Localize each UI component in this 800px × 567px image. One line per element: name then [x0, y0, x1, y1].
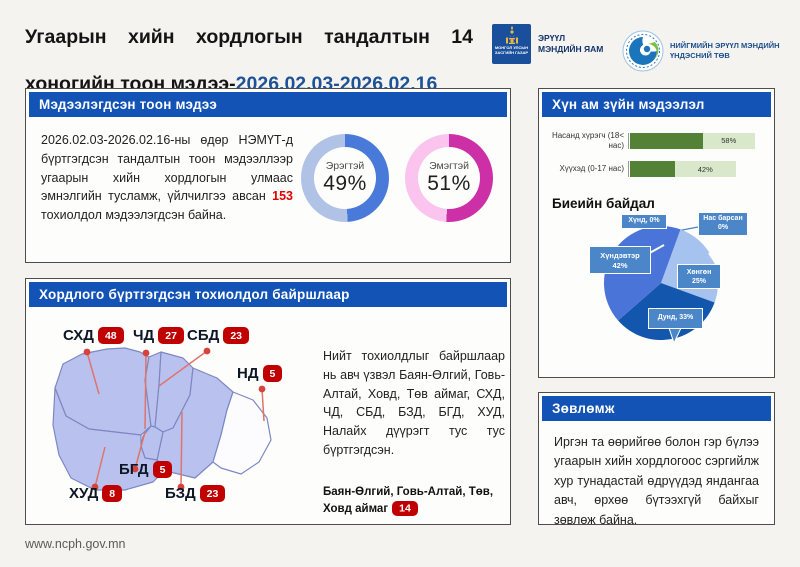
bar-value-child: 42% — [697, 164, 713, 174]
soyombo-icon — [505, 26, 518, 44]
district-map-svg — [52, 347, 272, 491]
gender-donut-charts: Эрэгтэй 49% Эмэгтэй 51% — [301, 133, 493, 222]
district-count-badge: 23 — [223, 327, 249, 345]
panel-locations-header: Хордлого бүртгэгдсэн тохиолдол байршлаар — [29, 282, 507, 307]
reported-summary-text: 2026.02.03-2026.02.16-ны өдөр НЭМҮТ-д бү… — [41, 133, 293, 222]
district-label-bzd: БЗД 23 — [165, 485, 226, 503]
panel-reported-data: Мэдээлэгдсэн тоон мэдээ 2026.02.03-2026.… — [25, 88, 511, 263]
locations-note: Нийт тохиолдлыг байршлаар нь авч үзвэл Б… — [323, 349, 505, 457]
district-label-skhd: СХД 48 — [63, 327, 124, 345]
map-marker-dots — [83, 347, 266, 491]
panel-locations: Хордлого бүртгэгдсэн тохиолдол байршлаар — [25, 278, 511, 525]
district-shape-nd — [212, 391, 272, 475]
bar-row-child: Хүүхэд (0-17 нас) 42% — [544, 161, 765, 178]
donut-chart-male: Эрэгтэй 49% — [301, 133, 389, 222]
total-case-count: 153 — [272, 189, 293, 204]
district-count-badge: 5 — [262, 365, 283, 383]
district-label-chd: ЧД 27 — [133, 327, 184, 345]
ncph-logo-icon — [622, 30, 664, 72]
page-title: Угаарын хийн хордлогын тандалтын 14 хоно… — [25, 26, 473, 96]
district-label-khud: ХУД 8 — [69, 485, 123, 503]
bar-label-adult: Насанд хүрэгч (18< нас) — [551, 131, 624, 150]
ulaanbaatar-district-map: СХД 48 ЧД 27 СБД 23 НД 5 БГД 5 ХУД 8 БЗД 23 — [37, 311, 311, 519]
pie-callout-severe: Хүнд, 0% — [621, 214, 667, 229]
donut-male-value: 49% — [323, 171, 367, 195]
condition-chart-title: Биеийн байдал — [552, 196, 655, 212]
aimag-note: Баян-Өлгий, Говь-Алтай, Төв, Ховд аймаг 1… — [323, 485, 494, 517]
pie-callout-mild: Хөнгөн 25% — [677, 264, 721, 290]
district-count-badge: 5 — [152, 461, 173, 479]
district-label-nd: НД 5 — [237, 365, 283, 383]
donut-male-label: Эрэгтэй — [325, 159, 365, 172]
donut-chart-female: Эмэгтэй 51% — [405, 133, 493, 222]
district-count-badge: 23 — [199, 485, 226, 503]
panel-demographics: Хүн ам зүйн мэдээлэл Насанд хүрэгч (18< … — [538, 88, 775, 378]
bar-fill-child — [630, 161, 675, 178]
page-title-line1: Угаарын хийн хордлогын тандалтын 14 — [25, 26, 473, 48]
aimag-count-badge: 14 — [392, 501, 418, 517]
panel-demographics-header: Хүн ам зүйн мэдээлэл — [542, 92, 771, 117]
ministry-of-health-label: ЭРҮҮЛ МЭНДИЙН ЯАМ — [538, 32, 604, 54]
donut-female-label: Эмэгтэй — [429, 159, 469, 172]
district-count-badge: 8 — [102, 485, 123, 503]
government-emblem-caption: МОНГОЛ УЛСЫН ЗАСГИЙН ГАЗАР — [494, 45, 529, 56]
locations-text-column: Нийт тохиолдлыг байршлаар нь авч үзвэл Б… — [311, 311, 507, 522]
panel-reported-header: Мэдээлэгдсэн тоон мэдээ — [29, 92, 507, 117]
bar-row-adult: Насанд хүрэгч (18< нас) 58% — [544, 131, 765, 150]
pie-callout-medium: Дунд, 33% — [648, 308, 703, 330]
pie-callout-moderate: Хүндэвтэр 42% — [589, 246, 651, 275]
website-url: www.ncph.gov.mn — [25, 537, 126, 551]
ministry-of-health-logo: МОНГОЛ УЛСЫН ЗАСГИЙН ГАЗАР ЭРҮҮЛ МЭНДИЙН… — [492, 24, 610, 64]
district-count-badge: 27 — [158, 327, 184, 345]
panel-advice-header: Зөвлөмж — [542, 396, 771, 421]
panel-advice: Зөвлөмж Иргэн та өөрийгөө болон гэр бүлэ… — [538, 392, 775, 527]
condition-pie-svg — [603, 226, 719, 345]
district-count-badge: 48 — [97, 327, 124, 345]
age-bar-chart: Насанд хүрэгч (18< нас) 58% Хүүхэд (0-17… — [542, 117, 771, 190]
ncph-label: НИЙГМИЙН ЭРҮҮЛ МЭНДИЙН ҮНДЭСНИЙ ТӨВ — [670, 40, 780, 60]
map-leader-lines — [86, 350, 265, 488]
condition-pie-chart: Хүнд, 0% Нас барсан 0% Хүндэвтэр 42% Хөн… — [542, 212, 771, 371]
district-label-sbd: СБД 23 — [187, 327, 249, 345]
pie-callout-deceased: Нас барсан 0% — [698, 212, 748, 236]
donut-female-value: 51% — [427, 171, 471, 195]
bar-value-adult: 58% — [721, 136, 737, 146]
district-label-bgd: БГД 5 — [119, 461, 173, 479]
bar-label-child: Хүүхэд (0-17 нас) — [559, 164, 624, 174]
ncph-logo: НИЙГМИЙН ЭРҮҮЛ МЭНДИЙН ҮНДЭСНИЙ ТӨВ — [622, 30, 792, 72]
panel-reported-body: 2026.02.03-2026.02.16-ны өдөр НЭМҮТ-д бү… — [29, 117, 507, 235]
advice-text: Иргэн та өөрийгөө болон гэр бүлээ угаары… — [554, 435, 759, 527]
bar-fill-adult — [630, 132, 703, 149]
mongolia-government-emblem-icon: МОНГОЛ УЛСЫН ЗАСГИЙН ГАЗАР — [492, 24, 531, 64]
panel-locations-body: СХД 48 ЧД 27 СБД 23 НД 5 БГД 5 ХУД 8 БЗД 23 Ний… — [29, 307, 507, 526]
